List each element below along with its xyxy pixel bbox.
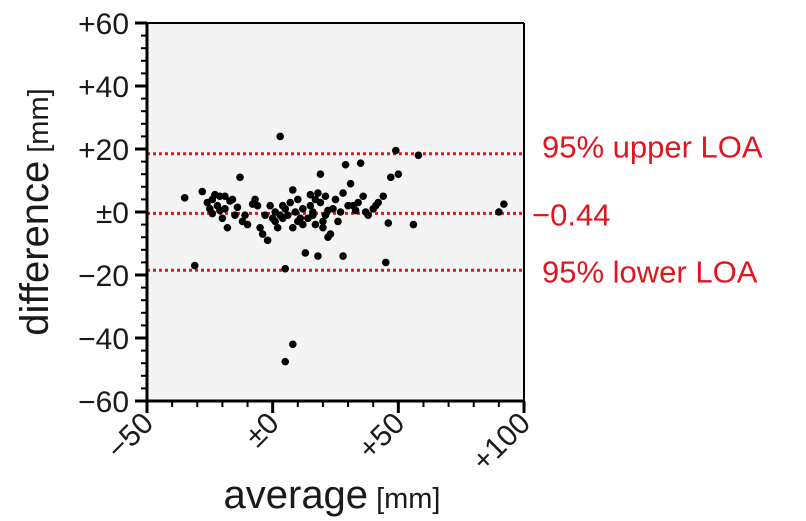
data-point <box>281 205 290 213</box>
data-point <box>258 230 267 238</box>
data-point <box>251 195 259 204</box>
data-point <box>294 195 302 204</box>
data-point <box>356 159 365 167</box>
data-point <box>364 211 372 219</box>
data-point <box>331 195 340 204</box>
data-point <box>311 220 320 229</box>
y-axis-title-text: difference <box>13 161 57 336</box>
data-point <box>198 187 207 196</box>
data-point <box>283 211 292 219</box>
y-tick-label: ±0 <box>96 197 129 230</box>
data-point <box>334 217 342 226</box>
data-point <box>495 208 503 216</box>
data-point <box>190 261 199 270</box>
data-points <box>180 132 508 366</box>
data-point <box>386 173 395 182</box>
data-point <box>316 198 325 207</box>
data-point <box>374 198 383 207</box>
data-point <box>394 170 403 178</box>
data-point <box>314 252 322 260</box>
x-tick-label: +50 <box>352 407 411 466</box>
data-point <box>321 192 330 201</box>
data-point <box>291 208 300 216</box>
data-point <box>341 160 350 169</box>
upper_loa-label: 95% upper LOA <box>542 130 763 165</box>
data-point <box>306 201 315 210</box>
data-point <box>319 217 327 226</box>
data-point <box>379 192 388 201</box>
data-point <box>218 214 227 223</box>
data-point <box>241 211 249 219</box>
data-point <box>339 252 347 260</box>
data-point <box>273 223 282 232</box>
data-point <box>223 223 232 232</box>
data-point <box>319 223 327 232</box>
x-axis-unit: [mm] <box>376 483 440 515</box>
data-point <box>326 230 335 238</box>
data-point <box>359 192 367 201</box>
data-point <box>351 206 360 215</box>
data-point <box>180 194 189 202</box>
data-point <box>336 208 345 216</box>
data-point <box>306 190 315 199</box>
data-point <box>263 236 272 245</box>
data-point <box>316 170 325 178</box>
y-tick-label: +40 <box>78 71 129 104</box>
loa-labels: 95% upper LOA −0.44 95% lower LOA <box>532 130 763 290</box>
data-point <box>276 132 285 141</box>
data-point <box>281 357 290 366</box>
data-point <box>354 198 362 207</box>
data-point <box>271 217 279 226</box>
data-point <box>288 340 297 349</box>
data-point <box>392 146 400 155</box>
data-point <box>288 223 297 232</box>
x-tick-label: +100 <box>466 407 537 478</box>
y-tick-label: −60 <box>78 386 129 419</box>
y-tick-label: −20 <box>78 260 129 293</box>
mean-label: −0.44 <box>532 197 610 232</box>
y-tick-label: −40 <box>78 323 129 356</box>
data-point <box>314 189 322 197</box>
data-point <box>500 200 508 208</box>
data-point <box>243 220 252 229</box>
y-axis-unit: [mm] <box>23 88 55 152</box>
data-point <box>286 198 295 207</box>
data-point <box>233 203 242 212</box>
data-point <box>288 186 297 194</box>
data-point <box>309 211 317 219</box>
data-point <box>409 220 418 229</box>
x-ticks: −50 ±0 +50 +100 <box>101 401 537 478</box>
data-point <box>236 173 244 182</box>
data-point <box>296 214 305 223</box>
data-point <box>256 223 264 232</box>
x-axis-title: average [mm] <box>224 473 441 517</box>
x-axis-title-text: average <box>224 473 369 517</box>
y-tick-label: +60 <box>78 8 129 41</box>
data-point <box>299 220 307 229</box>
data-point <box>329 205 337 213</box>
x-tick-label: ±0 <box>239 407 286 454</box>
data-point <box>299 205 307 213</box>
lower_loa-label: 95% lower LOA <box>542 254 758 289</box>
data-point <box>221 192 229 201</box>
y-ticks: −60 −40 −20 ±0 +20 +40 +60 <box>78 8 147 419</box>
y-tick-label: +20 <box>78 134 129 167</box>
data-point <box>221 205 229 213</box>
data-point <box>281 264 290 273</box>
data-point <box>266 201 274 210</box>
data-point <box>414 151 423 160</box>
data-point <box>261 211 269 219</box>
data-point <box>301 249 310 257</box>
data-point <box>253 201 262 210</box>
data-point <box>381 258 390 267</box>
data-point <box>346 179 355 188</box>
data-point <box>231 211 239 219</box>
data-point <box>384 219 393 227</box>
data-point <box>208 209 217 218</box>
data-point <box>228 195 237 204</box>
y-axis-title: difference [mm] <box>13 88 57 335</box>
data-point <box>339 189 347 197</box>
